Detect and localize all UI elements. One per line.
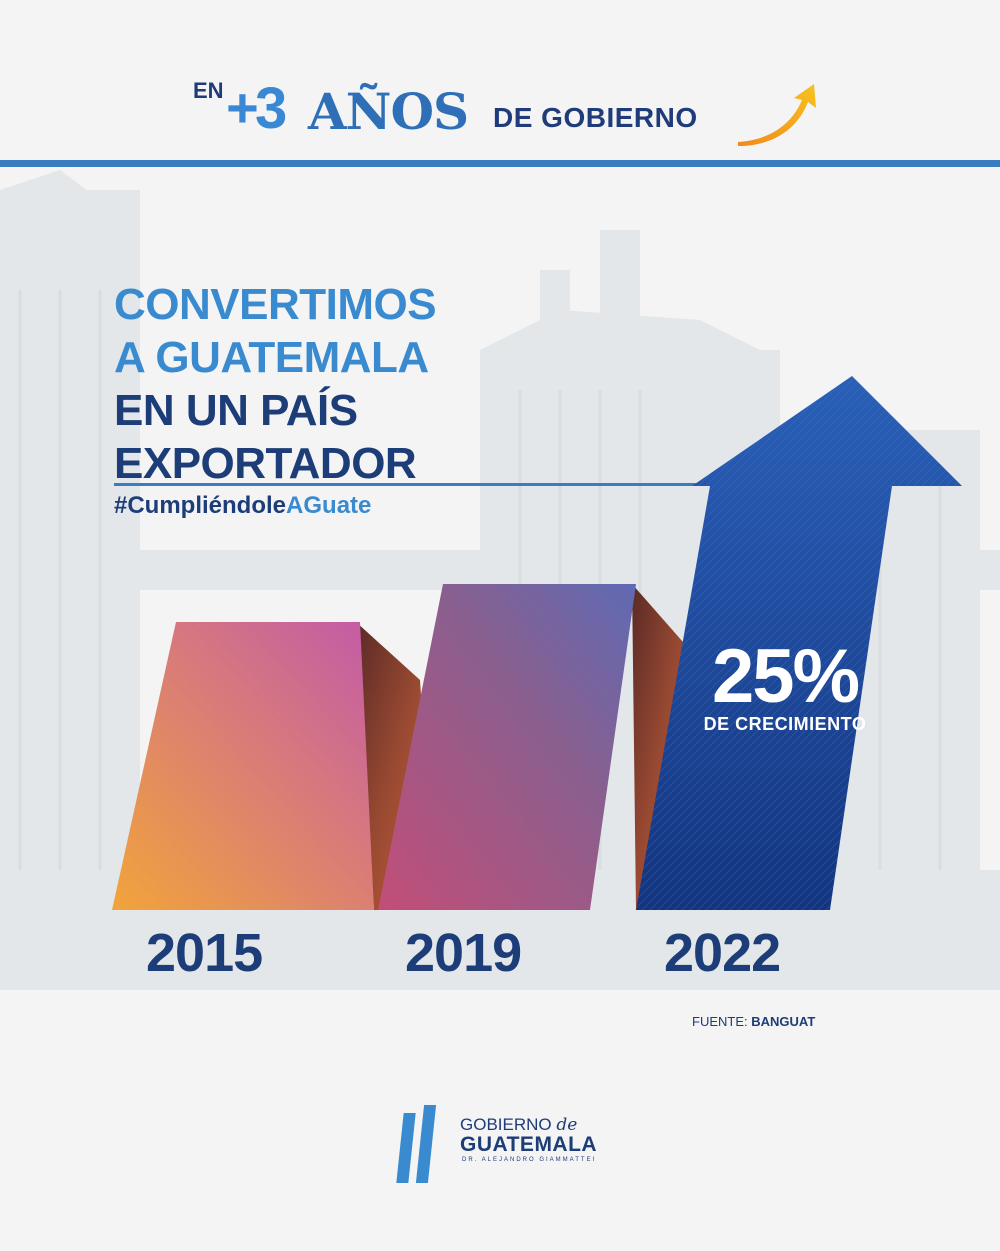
year-label-2015: 2015 [146, 923, 263, 983]
header-divider [0, 160, 1000, 167]
growth-label: DE CRECIMIENTO [703, 714, 867, 734]
headline-line-2: A GUATEMALA [114, 333, 429, 382]
headline-divider [114, 483, 714, 486]
header-plus: + [225, 76, 258, 139]
year-label-2022: 2022 [664, 923, 781, 983]
hashtag-prefix: #Cumpliéndole [114, 492, 287, 519]
headline-line-4: EXPORTADOR [114, 439, 417, 488]
logo-line-3: DR. ALEJANDRO GIAMMATTEI [462, 1157, 597, 1163]
growth-callout: 25% DE CRECIMIENTO [700, 638, 870, 735]
header-number: 3 [255, 76, 288, 141]
hashtag: #CumpliéndoleAGuate [114, 492, 371, 520]
logo-bar-icon [396, 1113, 416, 1183]
headline-line-1: CONVERTIMOS [114, 280, 437, 329]
header-de-gobierno: DE GOBIERNO [493, 102, 698, 133]
government-logo: GOBIERNO de GUATEMALA DR. ALEJANDRO GIAM… [396, 1105, 620, 1185]
growth-arrow-icon [738, 84, 816, 146]
logo-line-2: GUATEMALA [460, 1133, 598, 1156]
headline-line-3: EN UN PAÍS [114, 386, 358, 435]
headline: CONVERTIMOS A GUATEMALA EN UN PAÍS EXPOR… [114, 278, 437, 490]
header-anos: AÑOS [308, 82, 469, 141]
source-prefix: FUENTE: [692, 1014, 748, 1029]
hashtag-suffix: AGuate [286, 492, 372, 519]
year-label-2019: 2019 [405, 923, 522, 983]
source-name: BANGUAT [751, 1014, 816, 1029]
logo-bar-icon [415, 1105, 437, 1183]
logo-line-1: GOBIERNO de [460, 1115, 578, 1135]
growth-value: 25% [711, 634, 860, 719]
header-en: EN [193, 78, 224, 103]
header-title: EN + 3 AÑOS DE GOBIERNO [0, 70, 1000, 150]
source-note: FUENTE: BANGUAT [692, 1014, 815, 1029]
